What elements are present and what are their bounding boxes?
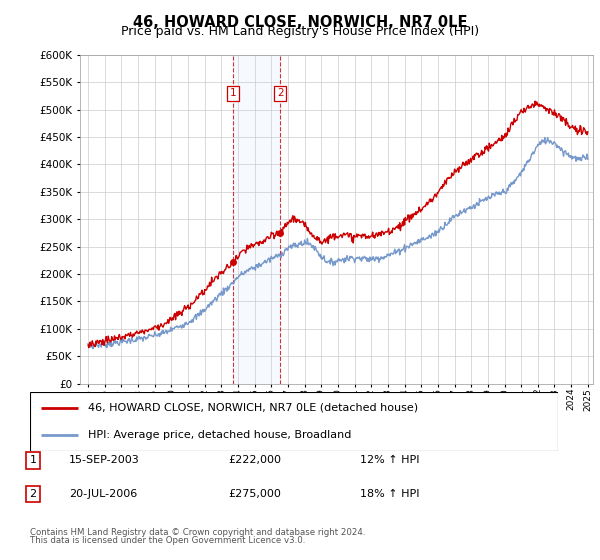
Text: Contains HM Land Registry data © Crown copyright and database right 2024.: Contains HM Land Registry data © Crown c… [30,528,365,536]
Text: 18% ↑ HPI: 18% ↑ HPI [360,489,419,499]
Text: £222,000: £222,000 [228,455,281,465]
Text: Price paid vs. HM Land Registry's House Price Index (HPI): Price paid vs. HM Land Registry's House … [121,25,479,38]
Text: 2: 2 [277,88,284,98]
Text: 2: 2 [29,489,37,499]
Text: 20-JUL-2006: 20-JUL-2006 [69,489,137,499]
Text: 46, HOWARD CLOSE, NORWICH, NR7 0LE (detached house): 46, HOWARD CLOSE, NORWICH, NR7 0LE (deta… [88,403,418,413]
Text: 12% ↑ HPI: 12% ↑ HPI [360,455,419,465]
Text: 1: 1 [29,455,37,465]
Text: 15-SEP-2003: 15-SEP-2003 [69,455,140,465]
Text: £275,000: £275,000 [228,489,281,499]
Text: This data is licensed under the Open Government Licence v3.0.: This data is licensed under the Open Gov… [30,536,305,545]
Bar [233,55,280,384]
Text: HPI: Average price, detached house, Broadland: HPI: Average price, detached house, Broa… [88,430,352,440]
Text: 1: 1 [230,88,236,98]
FancyBboxPatch shape [30,392,558,451]
Text: 46, HOWARD CLOSE, NORWICH, NR7 0LE: 46, HOWARD CLOSE, NORWICH, NR7 0LE [133,15,467,30]
